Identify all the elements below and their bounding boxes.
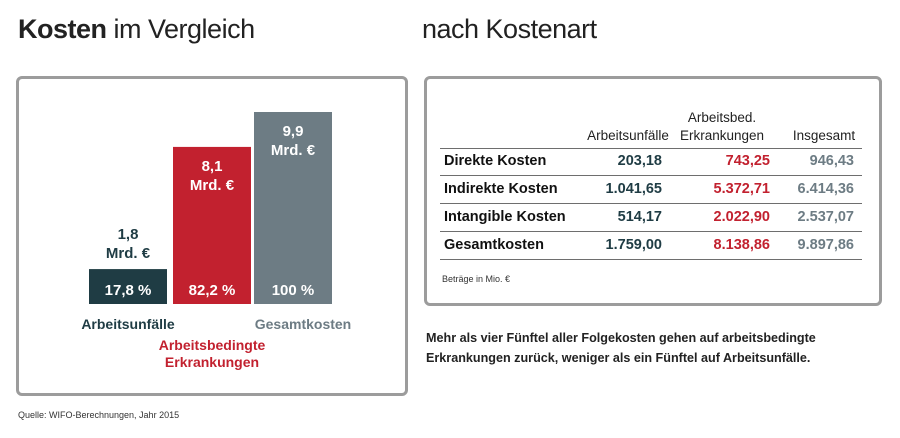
cell-erkrankungen: 2.022,90: [713, 209, 770, 225]
summary-text: Mehr als vier Fünftel aller Folgekosten …: [426, 331, 816, 365]
category-label: Gesamtkosten: [255, 316, 351, 332]
table-title: nach Kostenart: [422, 14, 597, 44]
chart-title: Kosten im Vergleich: [18, 14, 255, 44]
cell-arbeitsunfaelle: 203,18: [617, 153, 662, 169]
cell-erkrankungen: 8.138,86: [713, 237, 770, 253]
header-insgesamt: Insgesamt: [792, 128, 856, 143]
row-label: Direkte Kosten: [444, 153, 547, 169]
header-arbeitsunfaelle: Arbeitsunfälle: [587, 128, 669, 143]
share-label: 82,2 %: [189, 282, 236, 299]
unit-label: Mrd. €: [271, 142, 316, 159]
cell-erkrankungen: 743,25: [725, 153, 770, 169]
table-row: Direkte Kosten 203,18 743,25 946,43: [440, 148, 862, 176]
value-label: 1,8: [118, 226, 139, 243]
value-label: 8,1: [202, 158, 223, 175]
table-top-rule: [440, 148, 862, 149]
category-label: Arbeitsbedingte: [159, 337, 266, 353]
header-erkrankungen: Erkrankungen: [679, 128, 765, 143]
unit-label: Mrd. €: [190, 177, 235, 194]
row-label: Intangible Kosten: [444, 209, 566, 225]
table-row: Indirekte Kosten 1.041,65 5.372,71 6.414,36: [440, 176, 862, 204]
table-row: Gesamtkosten 1.759,00 8.138,86 9.897,86: [440, 232, 862, 260]
share-label: 17,8 %: [105, 282, 152, 299]
row-label: Indirekte Kosten: [444, 181, 558, 197]
cell-insgesamt: 9.897,86: [797, 237, 854, 253]
cell-arbeitsunfaelle: 1.041,65: [605, 181, 662, 197]
share-label: 100 %: [272, 282, 315, 299]
bar: [173, 146, 251, 304]
cell-erkrankungen: 5.372,71: [713, 181, 770, 197]
category-label: Erkrankungen: [165, 354, 259, 370]
bar: [89, 269, 167, 304]
source-note: Quelle: WIFO-Berechnungen, Jahr 2015: [18, 410, 180, 420]
category-label: Arbeitsunfälle: [81, 316, 175, 332]
value-label: 9,9: [283, 123, 304, 140]
table-row: Intangible Kosten 514,17 2.022,90 2.537,07: [440, 204, 862, 232]
cell-insgesamt: 2.537,07: [797, 209, 854, 225]
cell-arbeitsunfaelle: 1.759,00: [605, 237, 662, 253]
cell-arbeitsunfaelle: 514,17: [617, 209, 662, 225]
row-label: Gesamtkosten: [444, 237, 544, 253]
table-panel: [424, 76, 882, 306]
unit-note: Beträge in Mio. €: [442, 274, 511, 284]
unit-label: Mrd. €: [106, 245, 151, 262]
bar: [254, 112, 332, 304]
header-arbeitsbed: Arbeitsbed.: [687, 110, 757, 125]
chart-panel: [16, 76, 408, 396]
cell-insgesamt: 6.414,36: [797, 181, 854, 197]
cell-insgesamt: 946,43: [809, 153, 854, 169]
